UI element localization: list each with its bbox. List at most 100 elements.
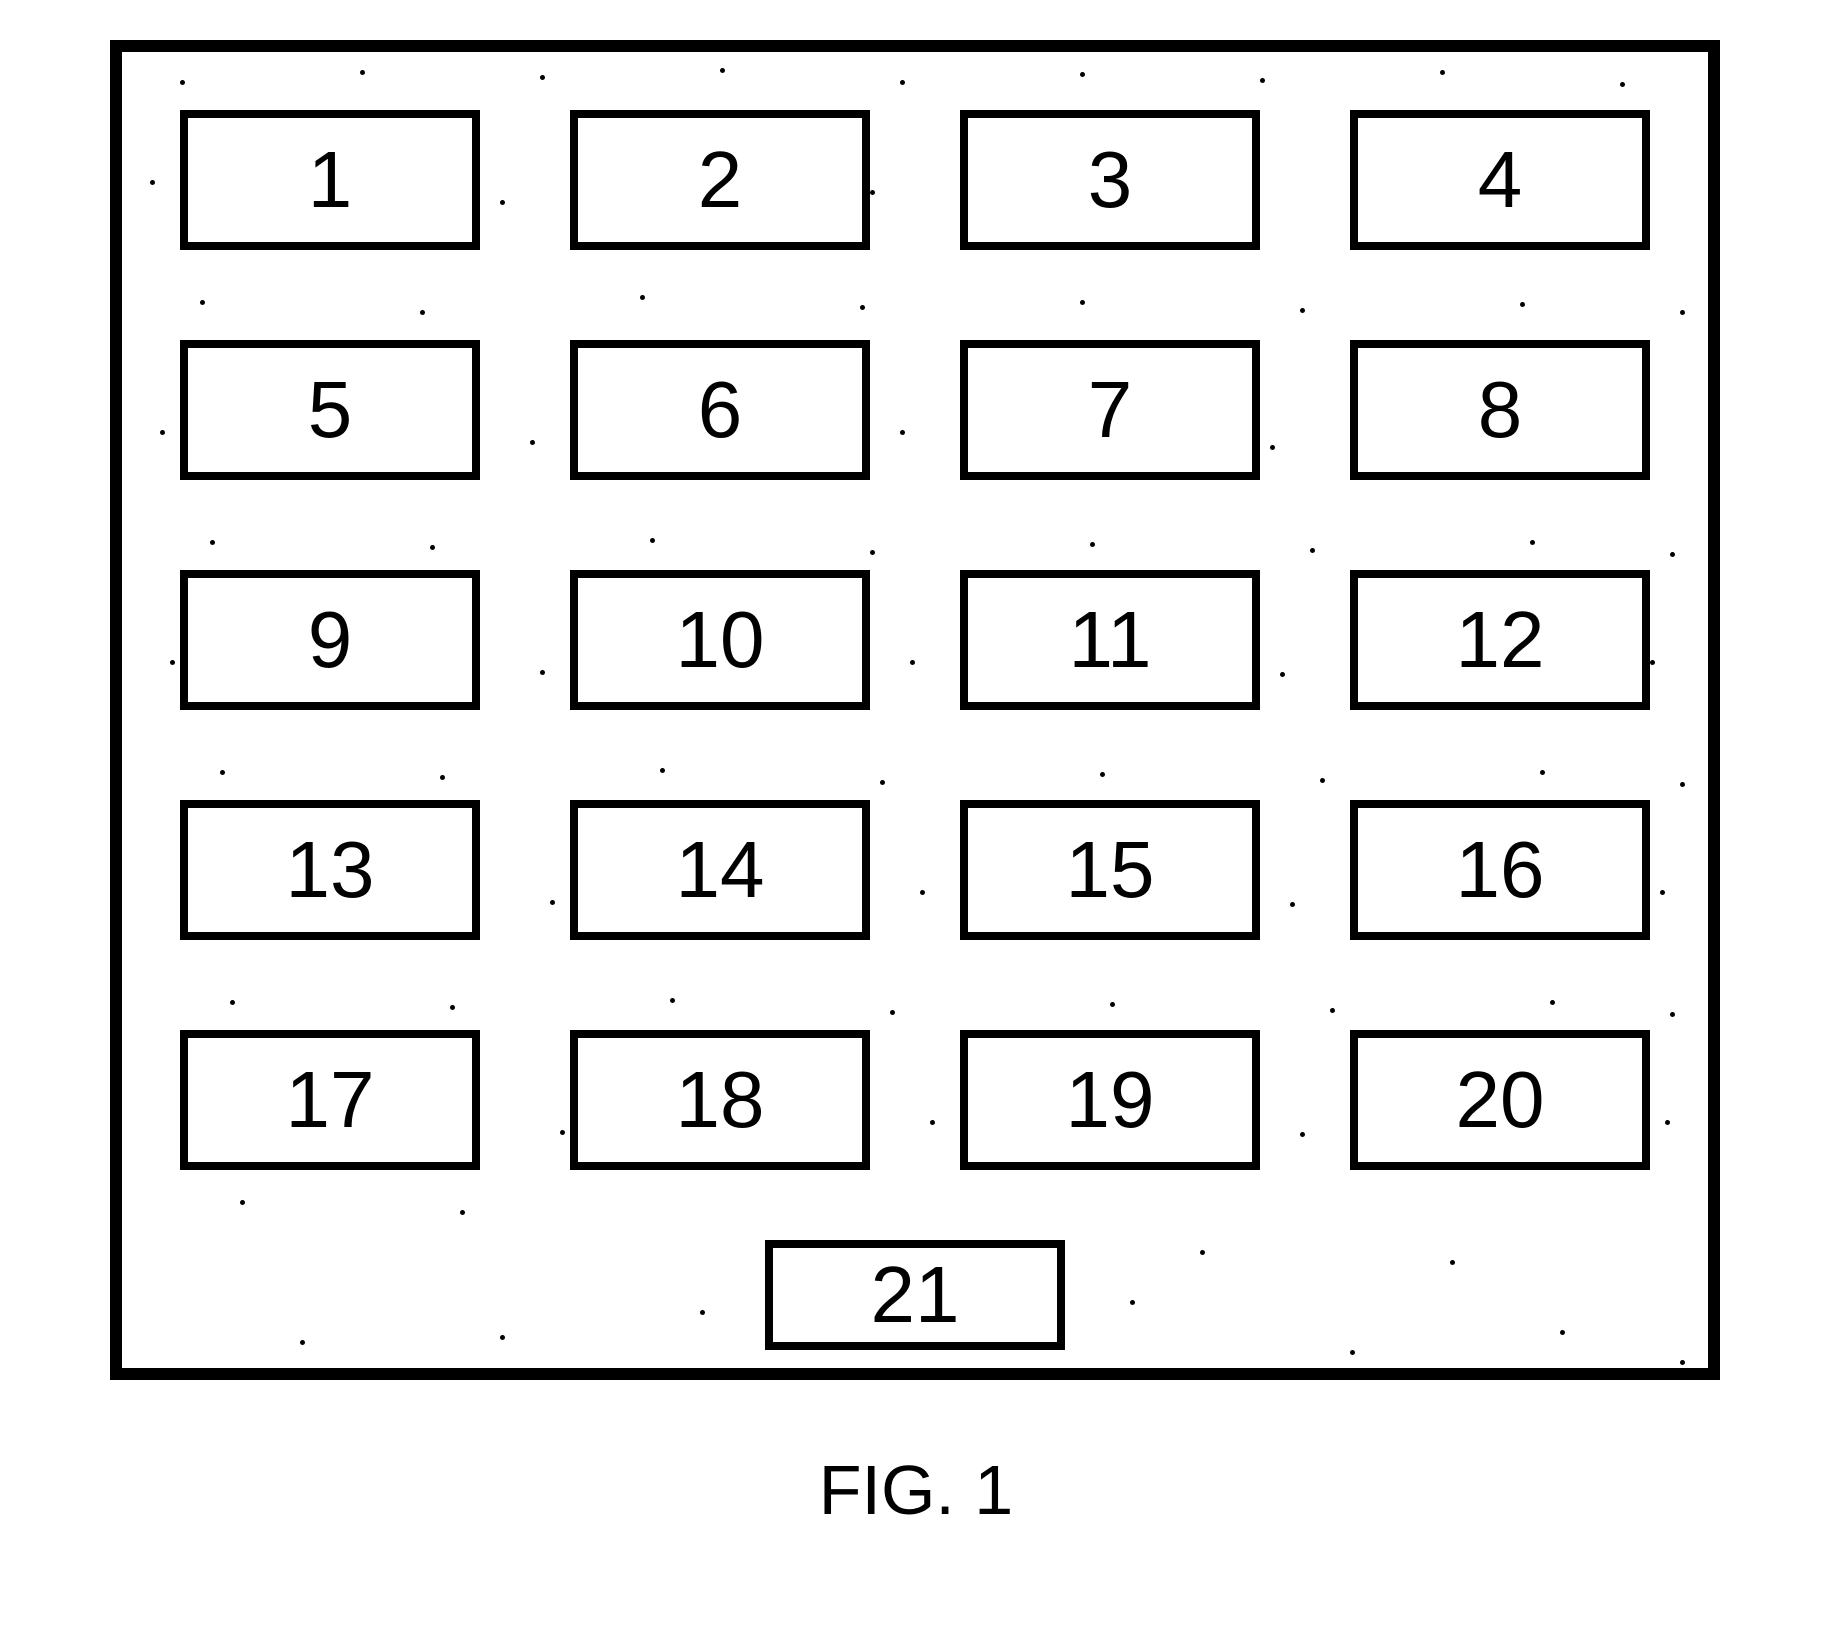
grid-cell: 3 bbox=[960, 110, 1260, 250]
speckle-dot bbox=[1560, 1330, 1565, 1335]
speckle-dot bbox=[930, 1120, 935, 1125]
speckle-dot bbox=[430, 545, 435, 550]
speckle-dot bbox=[900, 430, 905, 435]
grid-cell: 9 bbox=[180, 570, 480, 710]
speckle-dot bbox=[210, 540, 215, 545]
cell-label: 13 bbox=[286, 830, 375, 910]
speckle-dot bbox=[920, 890, 925, 895]
speckle-dot bbox=[1330, 1008, 1335, 1013]
grid-cell: 2 bbox=[570, 110, 870, 250]
cell-label: 17 bbox=[286, 1060, 375, 1140]
speckle-dot bbox=[230, 1000, 235, 1005]
speckle-dot bbox=[220, 770, 225, 775]
speckle-dot bbox=[1290, 902, 1295, 907]
speckle-dot bbox=[870, 190, 875, 195]
speckle-dot bbox=[860, 305, 865, 310]
grid-cell: 4 bbox=[1350, 110, 1650, 250]
grid-cell: 12 bbox=[1350, 570, 1650, 710]
speckle-dot bbox=[560, 1130, 565, 1135]
grid-cell: 13 bbox=[180, 800, 480, 940]
speckle-dot bbox=[170, 660, 175, 665]
speckle-dot bbox=[240, 1200, 245, 1205]
speckle-dot bbox=[1080, 300, 1085, 305]
cell-label: 3 bbox=[1088, 140, 1133, 220]
speckle-dot bbox=[1270, 445, 1275, 450]
grid-cell: 19 bbox=[960, 1030, 1260, 1170]
speckle-dot bbox=[1670, 1012, 1675, 1017]
cell-label: 14 bbox=[676, 830, 765, 910]
speckle-dot bbox=[670, 998, 675, 1003]
cell-label: 19 bbox=[1066, 1060, 1155, 1140]
speckle-dot bbox=[1280, 672, 1285, 677]
grid-cell: 8 bbox=[1350, 340, 1650, 480]
speckle-dot bbox=[1110, 1002, 1115, 1007]
cell-label: 18 bbox=[676, 1060, 765, 1140]
speckle-dot bbox=[460, 1210, 465, 1215]
figure-caption: FIG. 1 bbox=[0, 1450, 1832, 1530]
speckle-dot bbox=[1440, 70, 1445, 75]
speckle-dot bbox=[1620, 82, 1625, 87]
speckle-dot bbox=[1550, 1000, 1555, 1005]
speckle-dot bbox=[500, 1335, 505, 1340]
grid-cell: 18 bbox=[570, 1030, 870, 1170]
speckle-dot bbox=[1130, 1300, 1135, 1305]
speckle-dot bbox=[1670, 552, 1675, 557]
speckle-dot bbox=[420, 310, 425, 315]
grid-cell: 6 bbox=[570, 340, 870, 480]
speckle-dot bbox=[640, 295, 645, 300]
speckle-dot bbox=[530, 440, 535, 445]
grid-cell: 20 bbox=[1350, 1030, 1650, 1170]
speckle-dot bbox=[870, 550, 875, 555]
speckle-dot bbox=[1540, 770, 1545, 775]
speckle-dot bbox=[550, 900, 555, 905]
cell-label: 5 bbox=[308, 370, 353, 450]
speckle-dot bbox=[1100, 772, 1105, 777]
speckle-dot bbox=[1090, 542, 1095, 547]
speckle-dot bbox=[1300, 1132, 1305, 1137]
speckle-dot bbox=[1520, 302, 1525, 307]
cell-label: 4 bbox=[1478, 140, 1523, 220]
speckle-dot bbox=[1350, 1350, 1355, 1355]
speckle-dot bbox=[660, 768, 665, 773]
speckle-dot bbox=[540, 75, 545, 80]
speckle-dot bbox=[650, 538, 655, 543]
speckle-dot bbox=[150, 180, 155, 185]
grid-cell: 14 bbox=[570, 800, 870, 940]
speckle-dot bbox=[450, 1005, 455, 1010]
grid-cell: 11 bbox=[960, 570, 1260, 710]
grid-cell: 5 bbox=[180, 340, 480, 480]
cell-label: 8 bbox=[1478, 370, 1523, 450]
speckle-dot bbox=[1300, 308, 1305, 313]
speckle-dot bbox=[1680, 1360, 1685, 1365]
cell-label: 9 bbox=[308, 600, 353, 680]
cell-label: 12 bbox=[1456, 600, 1545, 680]
grid-cell: 10 bbox=[570, 570, 870, 710]
cell-label: 7 bbox=[1088, 370, 1133, 450]
grid-cell: 16 bbox=[1350, 800, 1650, 940]
speckle-dot bbox=[910, 660, 915, 665]
speckle-dot bbox=[300, 1340, 305, 1345]
speckle-dot bbox=[1530, 540, 1535, 545]
speckle-dot bbox=[200, 300, 205, 305]
speckle-dot bbox=[1310, 548, 1315, 553]
speckle-dot bbox=[1665, 1120, 1670, 1125]
speckle-dot bbox=[1680, 310, 1685, 315]
speckle-dot bbox=[540, 670, 545, 675]
cell-label: 11 bbox=[1068, 600, 1151, 680]
cell-label: 15 bbox=[1066, 830, 1155, 910]
speckle-dot bbox=[720, 68, 725, 73]
speckle-dot bbox=[1660, 890, 1665, 895]
speckle-dot bbox=[1650, 660, 1655, 665]
speckle-dot bbox=[1080, 72, 1085, 77]
grid-cell: 17 bbox=[180, 1030, 480, 1170]
cell-label: 2 bbox=[698, 140, 743, 220]
cell-label: 16 bbox=[1456, 830, 1545, 910]
speckle-dot bbox=[1680, 782, 1685, 787]
speckle-dot bbox=[900, 80, 905, 85]
grid-cell-footer: 21 bbox=[765, 1240, 1065, 1350]
grid-cell: 7 bbox=[960, 340, 1260, 480]
caption-text: FIG. 1 bbox=[819, 1451, 1013, 1529]
speckle-dot bbox=[1200, 1250, 1205, 1255]
speckle-dot bbox=[500, 200, 505, 205]
figure-page: 123456789101112131415161718192021 FIG. 1 bbox=[0, 0, 1832, 1629]
